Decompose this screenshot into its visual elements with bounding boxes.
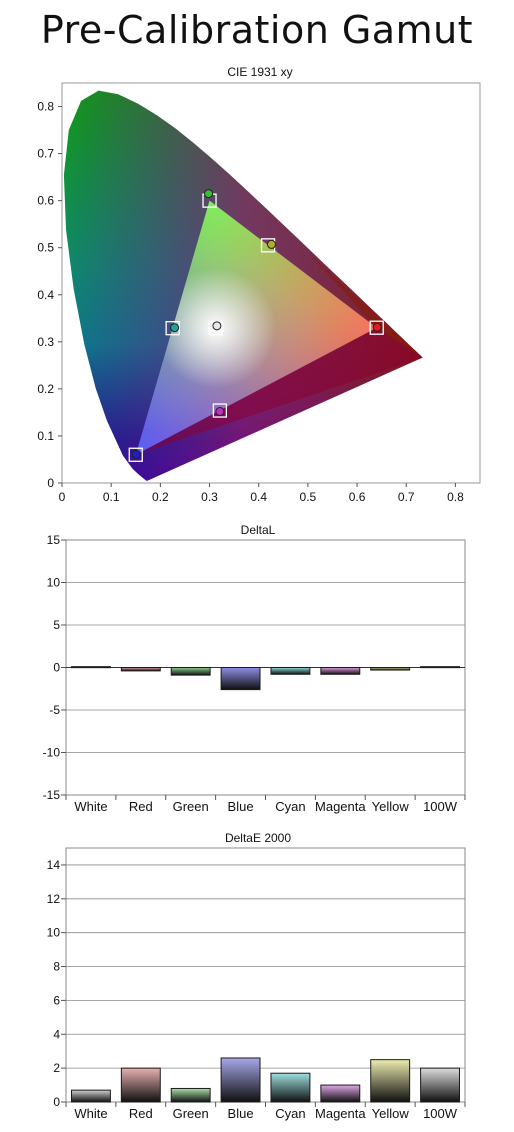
y-tick-label: 0.4 [37, 288, 54, 302]
deltal-bars [70, 666, 461, 691]
deltal-chart-title: DeltaL [241, 523, 276, 537]
y-tick-label: 10 [47, 576, 61, 590]
deltae-bars [70, 1057, 461, 1103]
x-tick-label-100w: 100W [423, 1106, 458, 1121]
x-tick-label-blue: Blue [228, 799, 254, 814]
y-tick-label: 15 [47, 533, 61, 547]
measured-marker-cyan [170, 323, 180, 333]
y-tick-label: 0.1 [37, 429, 54, 443]
target-marker-magenta [212, 403, 228, 418]
bar-cyan [270, 1072, 311, 1103]
gamut-white [135, 200, 377, 455]
y-tick-label: 0 [53, 1095, 60, 1109]
gamut-triangle [135, 200, 377, 455]
x-tick-label-green: Green [173, 1106, 209, 1121]
y-tick-label: 0.6 [37, 194, 54, 208]
target-marker-blue [128, 447, 143, 462]
x-tick-label: 0.1 [103, 490, 120, 504]
x-tick-label-yellow: Yellow [372, 799, 410, 814]
y-tick-label: 0 [47, 476, 54, 490]
x-tick-label: 0.2 [152, 490, 169, 504]
bar-white [70, 1089, 111, 1103]
y-tick-label: 0.7 [37, 147, 54, 161]
x-tick-label: 0.3 [201, 490, 218, 504]
x-tick-label: 0.5 [300, 490, 317, 504]
y-tick-label: 8 [53, 960, 60, 974]
y-tick-label: 5 [53, 618, 60, 632]
x-tick-label-white: White [74, 1106, 107, 1121]
page-title: Pre-Calibration Gamut [40, 8, 474, 52]
x-tick-label: 0.7 [398, 490, 415, 504]
bar-100w [420, 666, 461, 669]
y-tick-label: 0.2 [37, 382, 54, 396]
y-tick-label: 2 [53, 1061, 60, 1075]
cie-axes: 0 0.1 0.2 0.3 0.4 0.5 0.6 0.7 0.8 0 0.1 0.2 0.3 0.4 0.… [37, 100, 464, 504]
red-yellow-band [307, 252, 423, 358]
measured-marker-yellow [266, 239, 276, 249]
bar-red [120, 1067, 161, 1103]
x-tick-label: 0.8 [447, 490, 464, 504]
y-tick-label: -10 [43, 746, 61, 760]
x-tick-label-magenta: Magenta [315, 799, 366, 814]
cie-points [128, 189, 384, 462]
deltae-chart: DeltaE 2000 14 12 10 8 6 4 2 0 White Red Green Blue… [47, 831, 466, 1121]
bar-cyan [270, 667, 311, 675]
target-marker-cyan [165, 321, 180, 336]
y-tick-label: 6 [53, 993, 60, 1007]
measured-marker-red [372, 322, 382, 332]
x-tick-label-cyan: Cyan [275, 799, 305, 814]
x-tick-label: 0.6 [349, 490, 366, 504]
bar-green [170, 667, 211, 676]
bar-white [70, 666, 111, 669]
x-tick-label-white: White [74, 799, 107, 814]
bar-magenta [320, 667, 361, 675]
deltae-chart-title: DeltaE 2000 [225, 831, 291, 845]
deltal-axes: 15 10 5 0 -5 -10 -15 White Red Green Blue Cyan Magen… [43, 533, 466, 814]
cie-chart-title: CIE 1931 xy [227, 65, 292, 79]
y-tick-label: 12 [47, 892, 61, 906]
bar-yellow [370, 1059, 411, 1103]
measured-marker-white [212, 321, 222, 331]
x-tick-label-blue: Blue [228, 1106, 254, 1121]
y-tick-label: 10 [47, 926, 61, 940]
bar-blue [220, 667, 261, 691]
y-tick-label: 14 [47, 858, 61, 872]
red-purple-band [135, 327, 423, 455]
y-tick-label: -15 [43, 788, 61, 802]
bar-red [120, 667, 161, 672]
measured-marker-green [204, 189, 214, 199]
target-marker-red [369, 320, 384, 335]
y-tick-label: 0.8 [37, 100, 54, 114]
x-tick-label: 0.4 [250, 490, 267, 504]
bar-magenta [320, 1084, 361, 1103]
x-tick-label-100w: 100W [423, 799, 458, 814]
x-tick-label-cyan: Cyan [275, 1106, 305, 1121]
measured-marker-magenta [215, 406, 225, 416]
bar-green [170, 1087, 211, 1103]
y-tick-label: 0 [53, 661, 60, 675]
deltal-chart: DeltaL 15 10 5 0 -5 -10 -15 White Red Green Blue Cy… [43, 523, 466, 814]
bar-100w [420, 1067, 461, 1103]
spectral-locus [63, 90, 423, 481]
y-tick-label: -5 [49, 703, 60, 717]
gamut-blend [135, 200, 377, 455]
x-tick-label-magenta: Magenta [315, 1106, 366, 1121]
x-tick-label-red: Red [129, 799, 153, 814]
cie-chart: CIE 1931 xy 0 0.1 0.2 0.3 0.4 0.5 0.6 0.7 0.8 0 0.… [37, 65, 481, 504]
deltae-axes: 14 12 10 8 6 4 2 0 White Red Green Blue Cyan Magenta Y… [47, 858, 466, 1121]
x-tick-label-yellow: Yellow [372, 1106, 410, 1121]
bar-yellow [370, 667, 411, 671]
x-tick-label: 0 [59, 490, 66, 504]
y-tick-label: 0.3 [37, 335, 54, 349]
x-tick-label-green: Green [173, 799, 209, 814]
measured-marker-blue [131, 449, 141, 459]
x-tick-label-red: Red [129, 1106, 153, 1121]
y-tick-label: 0.5 [37, 241, 54, 255]
bar-blue [220, 1057, 261, 1103]
y-tick-label: 4 [53, 1027, 60, 1041]
